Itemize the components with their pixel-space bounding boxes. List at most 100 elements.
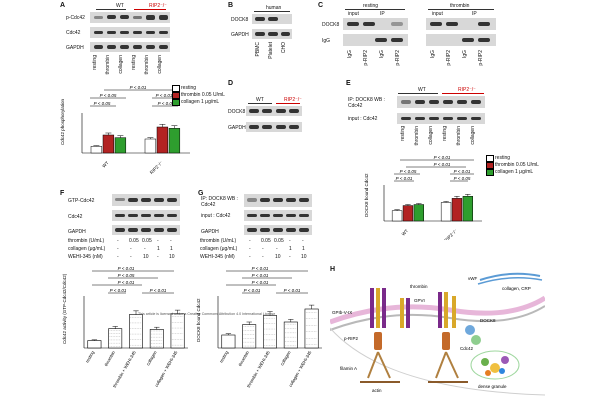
lane-label: PBMC xyxy=(255,42,261,57)
chart-e-ylabel: DOCK8 bound Cdc42 xyxy=(364,173,369,217)
lane-label: IgG xyxy=(462,50,468,59)
bar xyxy=(129,314,143,349)
lane-label: Platelet xyxy=(268,42,274,59)
bar xyxy=(149,329,164,349)
western-blot xyxy=(426,18,496,30)
category-label: resting xyxy=(84,349,95,363)
treatment-label: collagen (μg/mL) xyxy=(200,246,238,252)
sig-label: P < 0.01 xyxy=(252,273,269,278)
bar xyxy=(102,134,115,154)
label: collagen, CRP xyxy=(502,286,531,291)
western-blot xyxy=(112,210,180,221)
sig-label: P < 0.01 xyxy=(454,169,471,174)
sig-label: P < 0.05 xyxy=(94,101,111,106)
lane-label: thrombin xyxy=(144,55,150,75)
western-blot xyxy=(343,18,408,30)
panel-a-row-label: Cdc42 xyxy=(66,30,81,36)
lane-label: thrombin xyxy=(456,126,462,146)
panel-f-row-label: Cdc42 xyxy=(68,214,83,220)
western-blot xyxy=(252,14,292,24)
western-blot xyxy=(244,194,312,207)
panel-e-letter: E xyxy=(346,80,351,87)
western-blot xyxy=(426,34,496,46)
western-blot xyxy=(244,210,312,221)
cdc42-node xyxy=(471,335,481,345)
label: DOCK8 xyxy=(480,318,496,323)
sig-label: P < 0.01 xyxy=(130,85,147,90)
sig-label: P < 0.01 xyxy=(434,155,451,160)
panel-f-letter: F xyxy=(60,190,65,197)
lane-label: CHO xyxy=(281,42,287,54)
western-blot xyxy=(252,29,292,39)
membrane-outer xyxy=(330,295,545,325)
panel-d-row-label: DOCK8 xyxy=(228,109,246,115)
label: GPVI xyxy=(414,298,425,303)
chart-f-ylabel: Cdc42 activity (GTP-Cdc42/Cdc42) xyxy=(62,273,67,344)
panel-e-row-label: IP: DOCK8 WB : Cdc42 xyxy=(348,97,385,109)
panel-a-group-rip2: RIP2⁻/⁻ xyxy=(149,3,167,9)
lane-label: resting xyxy=(400,126,406,142)
bar xyxy=(170,313,185,349)
sig-label: P < 0.05 xyxy=(100,93,117,98)
panel-c-row-label: DOCK8 xyxy=(322,22,340,28)
panel-g-row-label: input : Cdc42 xyxy=(201,213,231,219)
panel-b-row-label: DOCK8 xyxy=(231,17,249,23)
panel-a-letter: A xyxy=(60,2,66,9)
bar xyxy=(402,205,414,222)
western-blot xyxy=(112,194,180,206)
dense-granule-area xyxy=(470,350,520,380)
bar xyxy=(413,204,424,222)
bar xyxy=(114,137,127,154)
lane-label: p-RIP2 xyxy=(395,50,401,66)
category-label: WT xyxy=(401,228,410,237)
receptor-2 xyxy=(438,292,442,328)
dock8-node xyxy=(465,325,475,335)
panel-f-treatment-table: thrombin (U/mL) -0.05 0.05- - collagen (μg… xyxy=(68,238,175,260)
category-label: thrombin xyxy=(103,349,116,367)
panel-c-sublabel: IP xyxy=(380,11,385,17)
lane-label: thrombin xyxy=(105,55,111,75)
panel-a-row-label: p-Cdc42 xyxy=(66,15,85,21)
label: dense granule xyxy=(478,384,507,389)
chart-e: WT RIP2⁻/⁻ DOCK8 bound Cdc42 P < 0.01 P <… xyxy=(364,155,482,240)
label: Cdc42 xyxy=(460,346,474,351)
bar xyxy=(462,196,473,222)
label: actin xyxy=(372,388,382,393)
receptor-gpib xyxy=(370,288,374,328)
chart-a-legend: resting thrombin 0.05 U/mL collagen 1 μg… xyxy=(172,85,225,106)
panel-f-row-label: GTP-Cdc42 xyxy=(68,198,95,204)
panel-g-letter: G xyxy=(198,190,204,197)
western-blot xyxy=(397,113,485,124)
sig-label: P < 0.01 xyxy=(150,288,167,293)
sig-label: P < 0.01 xyxy=(252,280,269,285)
bar xyxy=(451,198,463,222)
lane-label: collagen xyxy=(470,126,476,145)
bar xyxy=(87,340,102,349)
filamin-a xyxy=(367,351,391,379)
sig-label: P < 0.01 xyxy=(156,93,173,98)
overlay-text: This article is licensed under a Creativ… xyxy=(138,312,276,316)
panel-e-row-label: input : Cdc42 xyxy=(348,116,378,122)
lane-label: p-RIP2 xyxy=(363,50,369,66)
bar xyxy=(156,126,169,154)
panel-h-letter: H xyxy=(330,266,336,273)
western-blot xyxy=(112,225,180,235)
treatment-label: thrombin (U/mL) xyxy=(200,238,237,244)
receptor-gpvi xyxy=(400,298,404,328)
lane-label: collagen xyxy=(428,126,434,145)
sig-label: P < 0.01 xyxy=(252,266,269,271)
panel-b-row-label: GAPDH xyxy=(231,32,249,38)
bar xyxy=(168,128,181,154)
category-label: RIP2⁻/⁻ xyxy=(149,160,164,175)
sig-label: P < 0.05 xyxy=(158,101,175,106)
bar xyxy=(221,334,236,349)
bar xyxy=(144,138,157,154)
bar xyxy=(440,202,452,222)
membrane-inner xyxy=(330,305,545,331)
panel-g-row-label: GAPDH xyxy=(201,229,219,235)
label: GPIb-V-IX xyxy=(332,310,352,315)
category-label: RIP2⁻/⁻ xyxy=(443,228,458,240)
legend-label: resting xyxy=(181,85,197,91)
western-blot xyxy=(246,106,302,116)
